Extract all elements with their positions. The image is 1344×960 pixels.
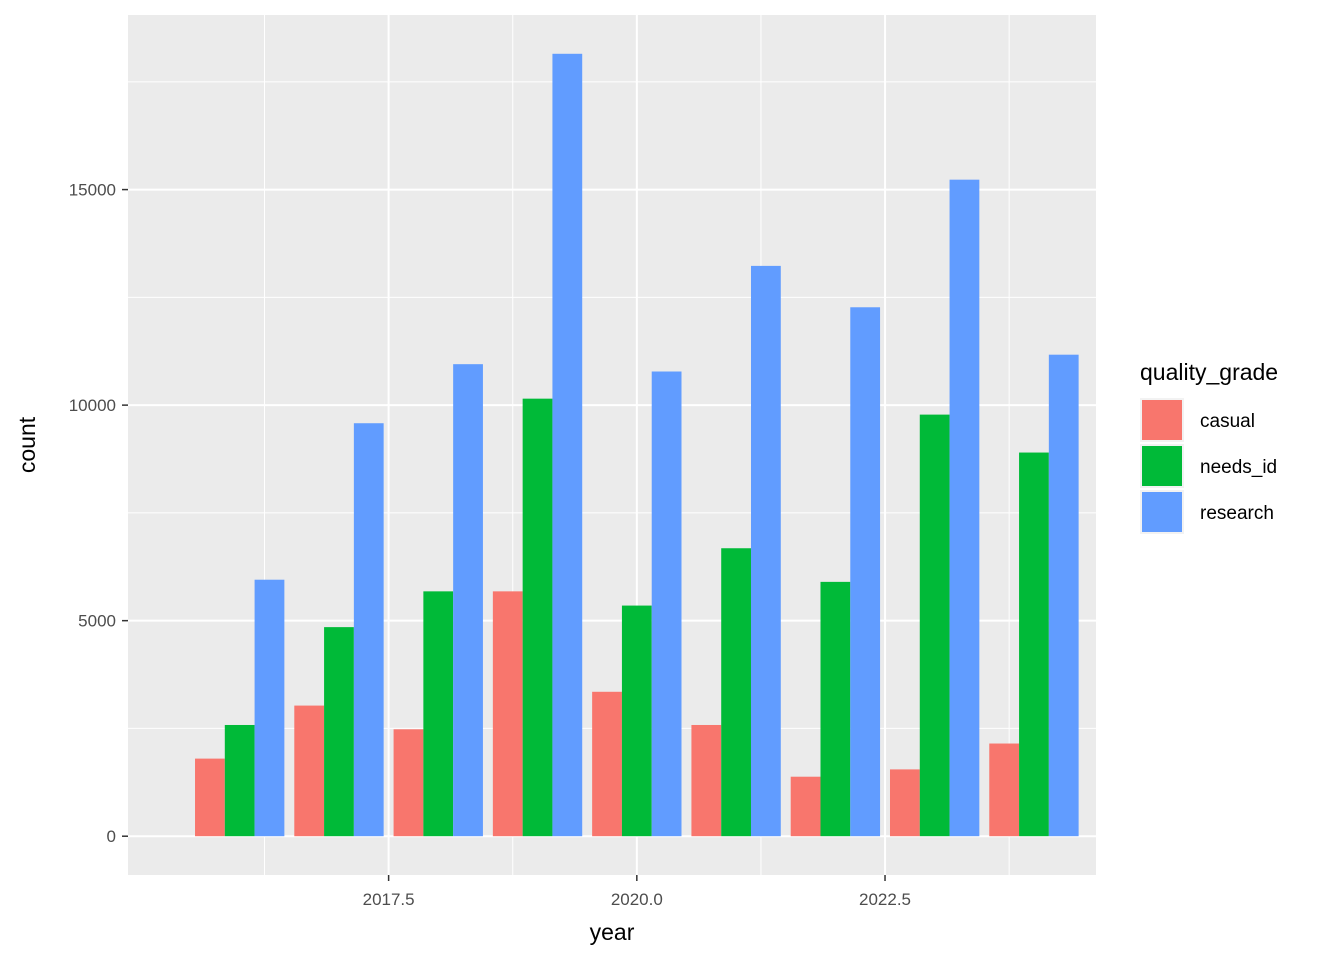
y-tick-label: 10000	[69, 396, 116, 415]
bar-casual-2022	[790, 776, 821, 837]
bar-needs_id-2024	[1019, 452, 1049, 837]
y-tick-label: 15000	[69, 181, 116, 200]
bar-research-2022	[850, 307, 881, 837]
bar-research-2019	[552, 53, 583, 837]
bar-research-2021	[750, 265, 781, 837]
x-tick-label: 2020.0	[611, 890, 663, 909]
bar-research-2017	[353, 423, 384, 837]
bar-research-2016	[254, 579, 285, 837]
bar-casual-2016	[195, 758, 225, 837]
x-axis-title: year	[590, 919, 635, 945]
bar-research-2018	[453, 364, 483, 837]
legend-label-research: research	[1200, 503, 1274, 524]
bar-needs_id-2019	[522, 398, 553, 837]
legend-title: quality_grade	[1140, 359, 1278, 385]
legend-key-research	[1142, 492, 1182, 532]
x-axis-ticks: 2017.5 2020.0 2022.5	[363, 875, 911, 909]
y-tick-label: 5000	[78, 612, 116, 631]
bar-casual-2021	[691, 724, 722, 837]
bars	[195, 53, 1079, 837]
bar-needs_id-2022	[820, 581, 851, 837]
legend-key-needs_id	[1142, 446, 1182, 486]
legend-items: casual needs_id research	[1140, 398, 1277, 534]
y-axis-ticks: 0 5000 10000 15000	[69, 181, 128, 846]
x-tick-label: 2022.5	[859, 890, 911, 909]
bar-needs_id-2017	[324, 627, 354, 837]
y-tick-label: 0	[107, 827, 116, 846]
bar-casual-2024	[989, 743, 1020, 837]
legend-key-casual	[1142, 400, 1182, 440]
bar-casual-2017	[294, 705, 325, 837]
y-axis-title: count	[14, 416, 40, 473]
bar-needs_id-2018	[423, 591, 454, 837]
bar-casual-2018	[393, 729, 424, 837]
legend-label-needs_id: needs_id	[1200, 457, 1277, 478]
legend: quality_grade casual needs_id research	[1140, 359, 1278, 534]
x-tick-label: 2017.5	[363, 890, 415, 909]
bar-casual-2019	[492, 591, 523, 837]
bar-needs_id-2020	[621, 605, 652, 837]
bar-research-2020	[651, 371, 682, 837]
bar-needs_id-2021	[721, 548, 751, 837]
bar-needs_id-2016	[224, 724, 255, 837]
bar-casual-2020	[592, 691, 622, 837]
bar-casual-2023	[889, 769, 920, 837]
legend-label-casual: casual	[1200, 411, 1255, 432]
bar-needs_id-2023	[919, 414, 950, 837]
bar-research-2024	[1048, 354, 1079, 837]
bar-research-2023	[949, 179, 980, 837]
